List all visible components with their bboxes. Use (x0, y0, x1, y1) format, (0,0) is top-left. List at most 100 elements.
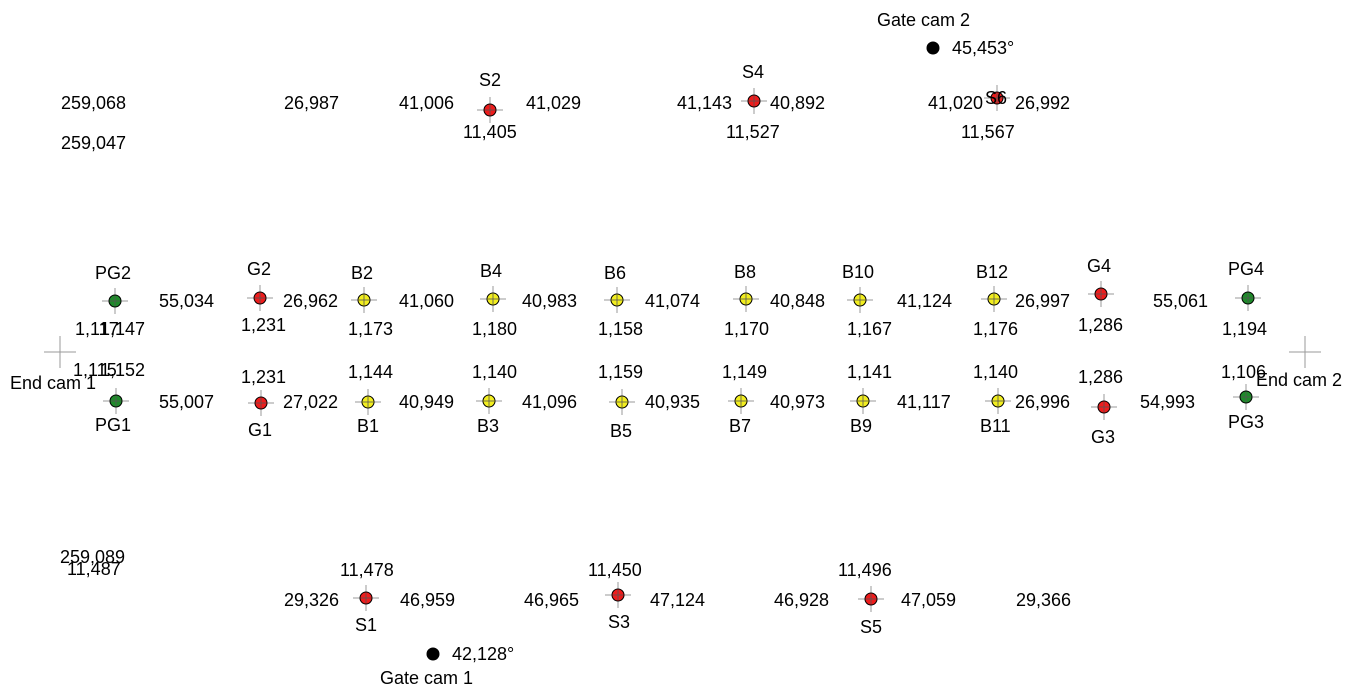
g4-marker[interactable] (1088, 281, 1114, 307)
s4-label: S4 (742, 62, 764, 82)
gate-cam-2-label: Gate cam 2 (877, 10, 970, 30)
pg3-label: PG3 (1228, 412, 1264, 432)
b10-label: B10 (842, 262, 874, 282)
pg1-height-b: 1,152 (100, 360, 145, 380)
s5-height: 11,496 (838, 560, 892, 580)
b12-label: B12 (976, 262, 1008, 282)
b2-label: B2 (351, 263, 373, 283)
g3-height: 1,286 (1078, 367, 1123, 387)
pg2-label: PG2 (95, 263, 131, 283)
gate-cam-1-angle: 42,128° (452, 644, 514, 664)
b4-height: 1,180 (472, 319, 517, 339)
b7-label: B7 (729, 416, 751, 436)
b8-height: 1,170 (724, 319, 769, 339)
gate-cam-2-angle: 45,453° (952, 38, 1014, 58)
top-dist-4: 41,143 (677, 93, 732, 113)
b8-label: B8 (734, 262, 756, 282)
row2-dist-9: 55,061 (1153, 291, 1208, 311)
b6-label: B6 (604, 263, 626, 283)
b10-height: 1,167 (847, 319, 892, 339)
row3-dist-5: 40,935 (645, 392, 700, 412)
top-dist-6: 41,020 (928, 93, 983, 113)
pg1-label: PG1 (95, 415, 131, 435)
b1-marker[interactable] (355, 389, 381, 415)
b3-marker[interactable] (476, 388, 502, 414)
s3-height: 11,450 (588, 560, 642, 580)
row3-dist-7: 41,117 (897, 392, 951, 412)
b9-marker[interactable] (850, 388, 876, 414)
s2-label: S2 (479, 70, 501, 90)
b4-marker[interactable] (480, 286, 506, 312)
row3-dist-3: 40,949 (399, 392, 454, 412)
b12-marker[interactable] (981, 286, 1007, 312)
bottom-dist-7: 29,366 (1016, 590, 1071, 610)
top-dist-1: 26,987 (284, 93, 339, 113)
row2-dist-4: 40,983 (522, 291, 577, 311)
pg4-marker[interactable] (1235, 285, 1261, 311)
b9-label: B9 (850, 416, 872, 436)
b10-marker[interactable] (847, 287, 873, 313)
bottom-dist-1: 29,326 (284, 590, 339, 610)
bottom-dist-5: 46,928 (774, 590, 829, 610)
row3-dist-1: 55,007 (159, 392, 214, 412)
b3-height: 1,140 (472, 362, 517, 382)
bottom-dist-2: 46,959 (400, 590, 455, 610)
pg4-label: PG4 (1228, 259, 1264, 279)
s4-height: 11,527 (726, 122, 780, 142)
g2-label: G2 (247, 259, 271, 279)
row2-dist-2: 26,962 (283, 291, 338, 311)
s3-label: S3 (608, 612, 630, 632)
s1-height: 11,478 (340, 560, 394, 580)
top-left-dist-a: 259,068 (61, 93, 126, 113)
b2-marker[interactable] (351, 287, 377, 313)
endcam2-marker (1289, 336, 1321, 368)
b6-marker[interactable] (604, 287, 630, 313)
g1-marker[interactable] (248, 390, 274, 416)
row3-dist-4: 41,096 (522, 392, 577, 412)
s5-label: S5 (860, 617, 882, 637)
b5-label: B5 (610, 421, 632, 441)
s1-label: S1 (355, 615, 377, 635)
row2-dist-8: 26,997 (1015, 291, 1070, 311)
b6-height: 1,158 (598, 319, 643, 339)
gatecam1-marker[interactable] (427, 648, 439, 660)
b7-marker[interactable] (728, 388, 754, 414)
pg4-height: 1,194 (1222, 319, 1267, 339)
g3-marker[interactable] (1091, 394, 1117, 420)
s5-marker[interactable] (858, 586, 884, 612)
row2-dist-3: 41,060 (399, 291, 454, 311)
g4-height: 1,286 (1078, 315, 1123, 335)
top-dist-5: 40,892 (770, 93, 825, 113)
g1-height: 1,231 (241, 367, 286, 387)
b11-label: B11 (980, 416, 1011, 436)
row3-dist-8: 26,996 (1015, 392, 1070, 412)
b5-marker[interactable] (609, 389, 635, 415)
row2-dist-1: 55,034 (159, 291, 214, 311)
b11-height: 1,140 (973, 362, 1018, 382)
row3-dist-2: 27,022 (283, 392, 338, 412)
gatecam2-marker[interactable] (927, 42, 939, 54)
top-dist-3: 41,029 (526, 93, 581, 113)
s6-label: S6 (985, 88, 1007, 108)
pg3-height: 1,106 (1221, 362, 1266, 382)
pg2-marker[interactable] (102, 288, 128, 314)
b4-label: B4 (480, 261, 502, 281)
row2-dist-5: 41,074 (645, 291, 700, 311)
row3-dist-9: 54,993 (1140, 392, 1195, 412)
s2-height: 11,405 (463, 122, 517, 142)
s3-marker[interactable] (605, 582, 631, 608)
s2-marker[interactable] (477, 97, 503, 123)
b5-height: 1,159 (598, 362, 643, 382)
pg1-marker[interactable] (103, 388, 129, 414)
s1-marker[interactable] (353, 585, 379, 611)
g4-label: G4 (1087, 256, 1111, 276)
g2-height: 1,231 (241, 315, 286, 335)
top-dist-2: 41,006 (399, 93, 454, 113)
b11-marker[interactable] (985, 388, 1011, 414)
g2-marker[interactable] (247, 285, 273, 311)
s4-marker[interactable] (741, 88, 767, 114)
b8-marker[interactable] (733, 286, 759, 312)
bottom-left-height: 11,487 (67, 559, 121, 579)
b7-height: 1,149 (722, 362, 767, 382)
